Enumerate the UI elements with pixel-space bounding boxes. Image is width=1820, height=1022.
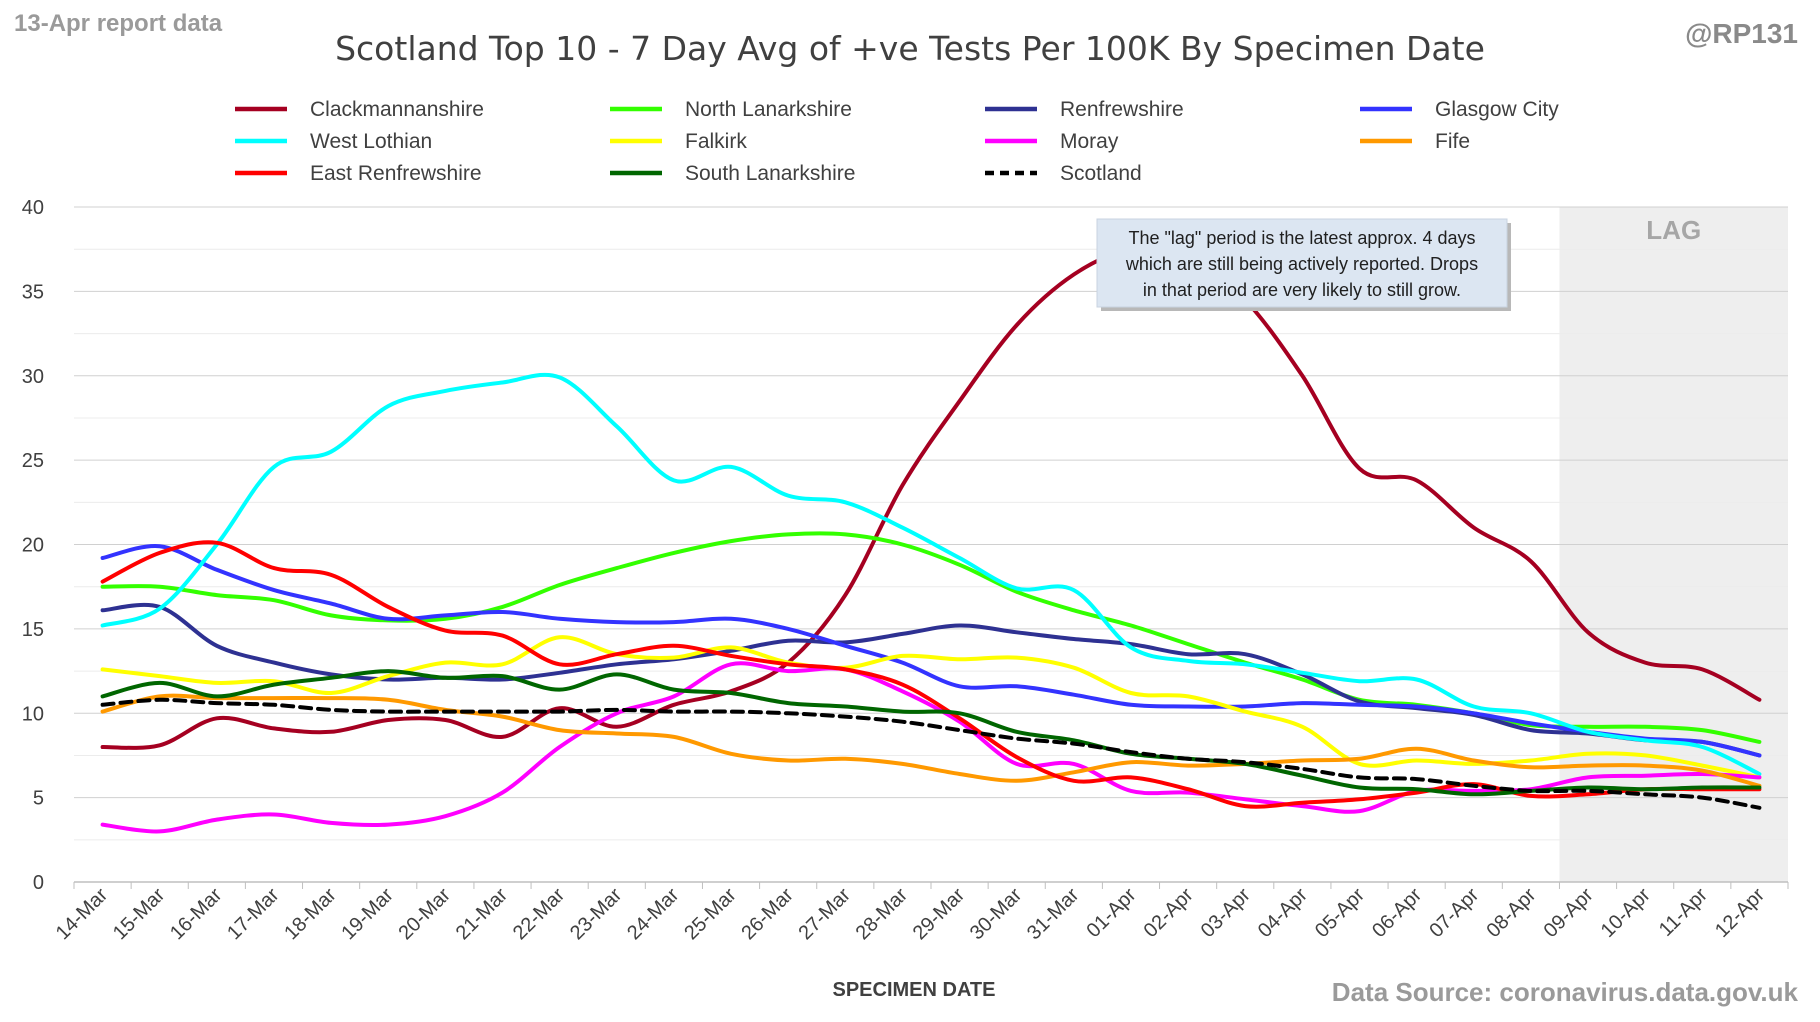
series-line-clackmannanshire [100, 244, 1762, 750]
series-line-falkirk [100, 635, 1762, 780]
legend-label: East Renfrewshire [310, 162, 482, 185]
legend-item-east-renfrewshire: East Renfrewshire [235, 162, 482, 185]
legend-label: Glasgow City [1435, 98, 1559, 121]
y-axis: 0 5 10 15 20 25 30 35 40 [22, 197, 44, 894]
annotation-box [1096, 218, 1508, 308]
x-tick-label: 06-Apr [1368, 884, 1426, 942]
y-tick-label: 10 [22, 703, 44, 725]
x-tick-label: 28-Mar [852, 884, 913, 945]
x-tick-label: 30-Mar [966, 884, 1027, 945]
series-line-fife [100, 693, 1762, 788]
legend-item-south-lanarkshire: South Lanarkshire [610, 162, 855, 185]
x-tick-label: 22-Mar [509, 884, 570, 945]
report-date-label: 13-Apr report data [14, 10, 223, 37]
y-tick-label: 15 [22, 619, 44, 641]
x-axis: 14-Mar15-Mar16-Mar17-Mar18-Mar19-Mar20-M… [52, 881, 1789, 945]
x-tick-label: 08-Apr [1482, 884, 1540, 942]
lag-label: LAG [1646, 215, 1701, 245]
x-tick-label: 27-Mar [794, 884, 855, 945]
x-tick-label: 10-Apr [1597, 884, 1655, 942]
series-line-scotland [100, 697, 1762, 810]
x-tick-label: 24-Mar [623, 884, 684, 945]
author-handle: @RP131 [1685, 18, 1798, 49]
legend-item-moray: Moray [985, 130, 1119, 153]
y-tick-label: 5 [33, 788, 44, 810]
legend-label: Renfrewshire [1060, 98, 1184, 121]
series-lines [100, 244, 1762, 834]
legend-label: South Lanarkshire [685, 162, 855, 185]
series-line-south-lanarkshire [100, 669, 1762, 797]
legend-item-falkirk: Falkirk [610, 130, 747, 153]
annotation-line: which are still being actively reported.… [1125, 254, 1478, 274]
y-tick-label: 35 [22, 281, 44, 303]
legend-item-west-lothian: West Lothian [235, 130, 432, 153]
legend-item-north-lanarkshire: North Lanarkshire [610, 98, 852, 121]
legend: Clackmannanshire North Lanarkshire Renfrew… [235, 98, 1559, 185]
annotation-line: in that period are very likely to still … [1143, 280, 1461, 300]
x-tick-label: 09-Apr [1540, 884, 1598, 942]
x-tick-label: 17-Mar [223, 884, 284, 945]
legend-label: North Lanarkshire [685, 98, 852, 121]
y-tick-label: 30 [22, 366, 44, 388]
x-tick-label: 23-Mar [566, 884, 627, 945]
x-tick-label: 07-Apr [1425, 884, 1483, 942]
x-tick-label: 02-Apr [1140, 884, 1198, 942]
legend-item-fife: Fife [1360, 130, 1470, 153]
legend-item-clackmannanshire: Clackmannanshire [235, 98, 484, 121]
legend-item-scotland: Scotland [985, 162, 1142, 185]
legend-label: West Lothian [310, 130, 432, 153]
y-tick-label: 25 [22, 450, 44, 472]
legend-item-renfrewshire: Renfrewshire [985, 98, 1184, 121]
x-tick-label: 01-Apr [1082, 884, 1140, 942]
x-tick-label: 11-Apr [1655, 884, 1712, 941]
legend-label: Moray [1060, 130, 1119, 153]
data-source-label: Data Source: coronavirus.data.gov.uk [1331, 977, 1798, 1007]
annotation-line: The "lag" period is the latest approx. 4… [1129, 228, 1476, 248]
x-tick-label: 20-Mar [395, 884, 456, 945]
series-line-west-lothian [100, 372, 1762, 776]
y-tick-label: 40 [22, 197, 44, 219]
x-tick-label: 31-Mar [1023, 884, 1084, 945]
x-tick-label: 29-Mar [909, 884, 970, 945]
x-tick-label: 19-Mar [337, 884, 398, 945]
series-line-glasgow-city [100, 544, 1762, 758]
y-tick-label: 0 [33, 872, 44, 894]
x-tick-label: 15-Mar [109, 884, 170, 945]
legend-label: Fife [1435, 130, 1470, 153]
x-tick-label: 26-Mar [737, 884, 798, 945]
x-tick-label: 03-Apr [1197, 884, 1255, 942]
x-axis-title: SPECIMEN DATE [833, 979, 996, 1001]
x-tick-label: 21-Mar [452, 884, 513, 945]
legend-label: Scotland [1060, 162, 1142, 185]
legend-label: Falkirk [685, 130, 747, 153]
legend-label: Clackmannanshire [310, 98, 484, 121]
x-tick-label: 25-Mar [680, 884, 741, 945]
series-line-moray [100, 661, 1762, 834]
x-tick-label: 04-Apr [1254, 884, 1312, 942]
y-tick-label: 20 [22, 535, 44, 557]
legend-item-glasgow-city: Glasgow City [1360, 98, 1559, 121]
series-line-renfrewshire [100, 602, 1762, 758]
x-tick-label: 16-Mar [166, 884, 227, 945]
lag-annotation: The "lag" period is the latest approx. 4… [1096, 218, 1511, 311]
x-tick-label: 18-Mar [280, 884, 341, 945]
x-tick-label: 12-Apr [1711, 884, 1769, 942]
x-tick-label: 14-Mar [52, 884, 113, 945]
x-tick-label: 05-Apr [1311, 884, 1369, 942]
chart-title: Scotland Top 10 - 7 Day Avg of +ve Tests… [335, 29, 1485, 68]
